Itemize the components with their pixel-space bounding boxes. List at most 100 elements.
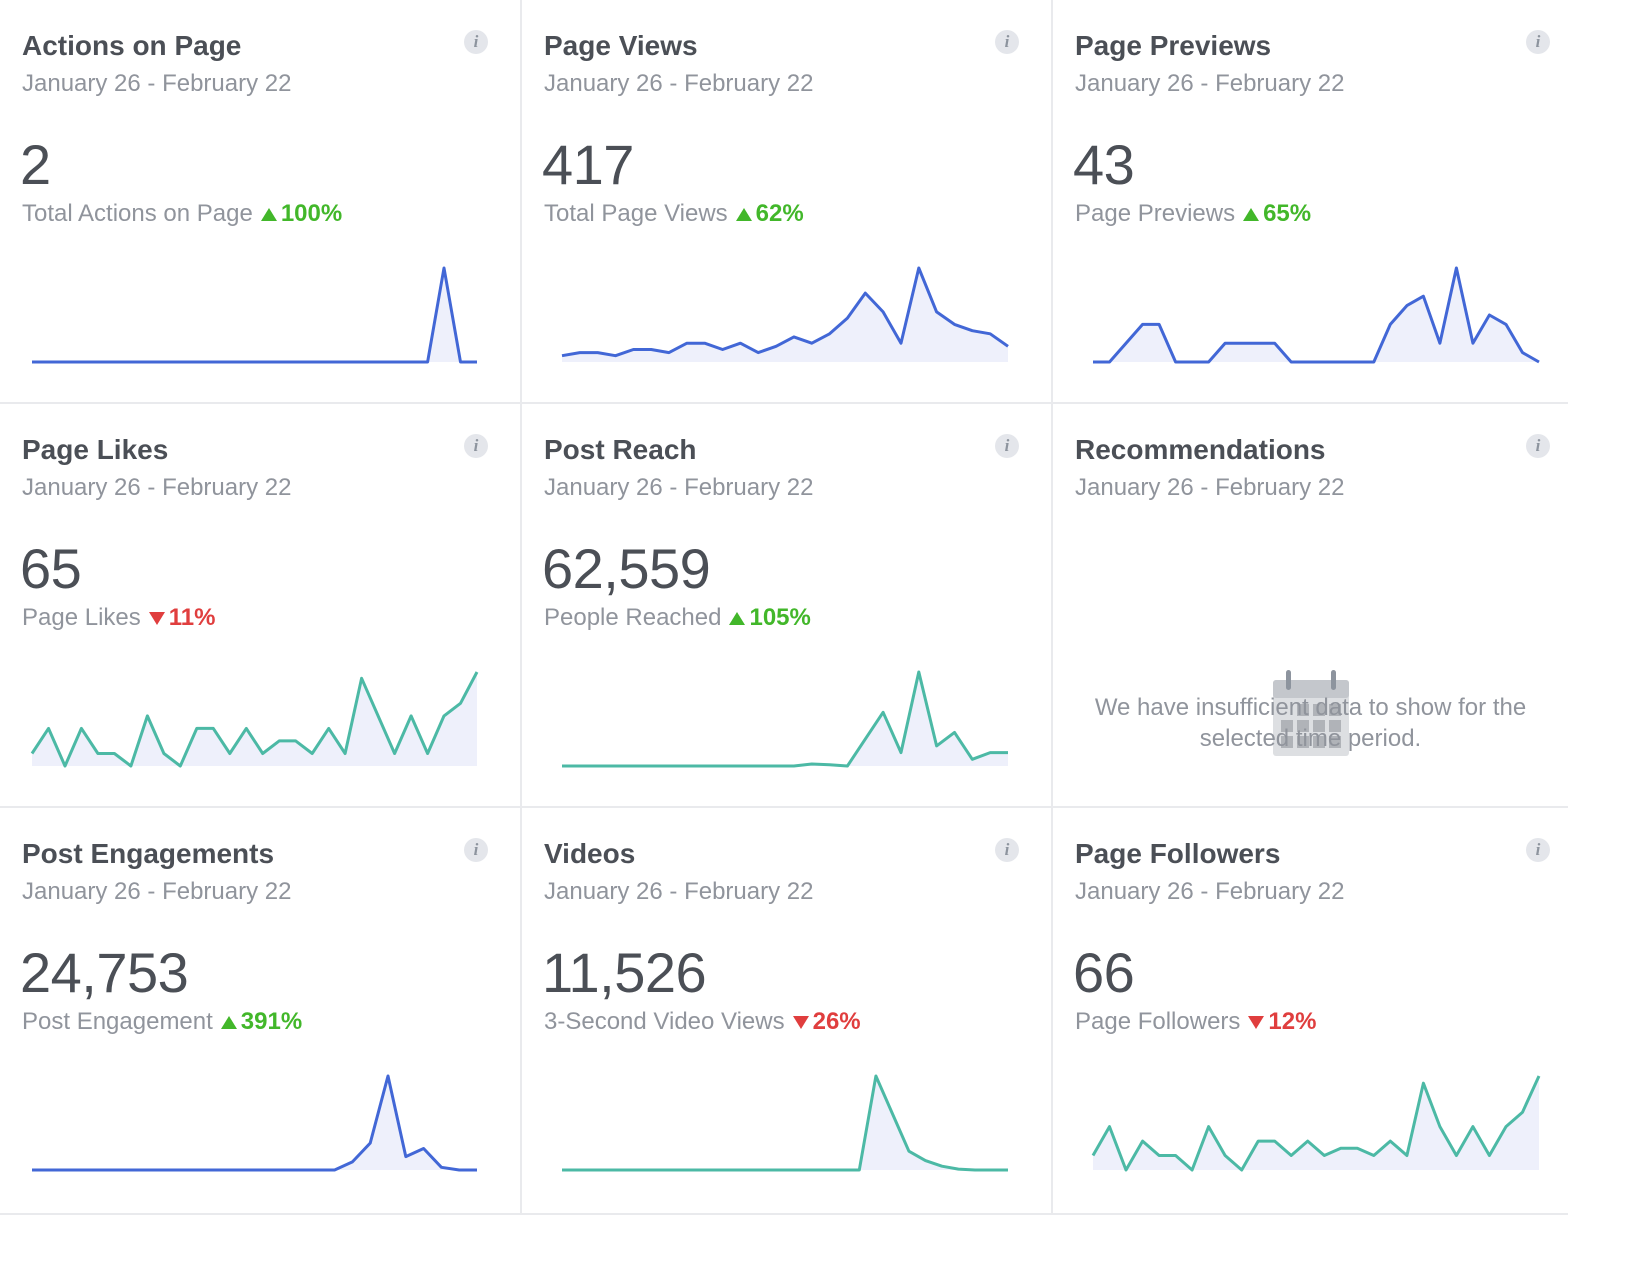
info-icon[interactable]: i [1526,434,1550,458]
sparkline-chart [32,1074,477,1172]
metric-card: Post Reach January 26 - February 22 i 62,55… [522,404,1051,806]
card-title: Post Engagements [22,838,275,869]
card-title: Page Previews [1075,30,1272,61]
metric-summary: Page Followers 12% [1075,1008,1316,1036]
metric-card: Recommendations January 26 - February 22 i… [1053,404,1568,806]
sparkline-area [32,672,477,766]
info-icon[interactable]: i [995,434,1019,458]
info-icon[interactable]: i [1526,30,1550,54]
metric-summary: Page Likes 11% [22,604,215,632]
sparkline-area [1093,1076,1539,1170]
metric-value: 2 [20,133,51,196]
trend-up-icon [729,611,746,625]
date-range: January 26 - February 22 [1075,474,1345,501]
date-range: January 26 - February 22 [1075,878,1345,905]
card-title: Page Likes [22,434,169,465]
metric-summary: Total Page Views 62% [544,200,804,228]
column-divider [520,0,522,1215]
date-range: January 26 - February 22 [1075,70,1345,97]
row-divider [0,1213,1568,1215]
trend-down-icon [1248,1015,1265,1029]
metric-label: People Reached [544,604,722,631]
metric-label: Page Likes [22,604,141,631]
trend-up-icon [1243,207,1260,221]
metric-label: Post Engagement [22,1008,213,1035]
percent-change: 391% [240,1008,303,1035]
info-icon[interactable]: i [464,434,488,458]
metric-summary: Page Previews 65% [1075,200,1311,228]
trend-up-icon [220,1015,237,1029]
trend-down-icon [148,611,165,625]
sparkline-chart [30,671,479,768]
metric-card: Page Likes January 26 - February 22 i 65 Pag… [0,404,520,806]
column-divider [1051,0,1053,1215]
trend-up-icon [735,207,752,221]
sparkline-chart [1093,266,1540,364]
percent-change: 11% [168,604,216,631]
trend-down-icon [792,1015,809,1029]
sparkline-chart [32,266,477,364]
trend-up-icon [260,207,277,221]
metric-summary: People Reached 105% [544,604,811,632]
date-range: January 26 - February 22 [544,70,814,97]
metric-label: Total Actions on Page [22,200,253,227]
date-range: January 26 - February 22 [22,70,292,97]
insights-grid: Actions on Page January 26 - February 22 i… [0,0,1568,1215]
metric-label: 3-Second Video Views [544,1008,785,1035]
sparkline-line [1091,1075,1541,1172]
metric-card: Post Engagements January 26 - February 22… [0,808,520,1213]
sparkline-chart [562,670,1008,768]
sparkline-chart [561,266,1009,362]
sparkline-area [562,672,1008,766]
metric-card: Page Followers January 26 - February 22 i 6… [1053,808,1568,1213]
sparkline-area [32,1076,477,1170]
metric-card: Page Previews January 26 - February 22 i 43… [1053,0,1568,402]
percent-change: 12% [1268,1008,1317,1035]
sparkline-line [30,671,479,768]
date-range: January 26 - February 22 [22,474,292,501]
card-title: Page Views [544,30,698,61]
metric-label: Total Page Views [544,200,728,227]
sparkline-line [562,1074,1008,1172]
no-data-illustration [1053,670,1568,763]
percent-change: 26% [812,1008,861,1035]
row-divider [0,402,1568,404]
metric-value: 62,559 [542,537,711,600]
card-title: Recommendations [1075,434,1326,465]
sparkline-chart [562,1074,1008,1172]
sparkline-line [561,266,1009,358]
metric-label: Page Previews [1075,200,1236,227]
sparkline-area [562,268,1008,362]
metric-summary: Post Engagement 391% [22,1008,302,1036]
metric-summary: Total Actions on Page 100% [22,200,342,228]
date-range: January 26 - February 22 [544,878,814,905]
metric-card: Videos January 26 - February 22 i 11,526 3-S… [522,808,1051,1213]
date-range: January 26 - February 22 [22,878,292,905]
metric-value: 24,753 [20,941,189,1004]
percent-change: 100% [280,200,343,227]
sparkline-line [32,266,477,364]
info-icon[interactable]: i [464,30,488,54]
metric-value: 11,526 [542,941,707,1004]
metric-label: Page Followers [1075,1008,1241,1035]
info-icon[interactable]: i [1526,838,1550,862]
card-title: Page Followers [1075,838,1281,869]
sparkline-area [1093,268,1539,362]
metric-summary: 3-Second Video Views 26% [544,1008,861,1036]
card-title: Actions on Page [22,30,242,61]
percent-change: 105% [749,604,811,631]
card-title: Videos [544,838,636,869]
metric-card: Page Views January 26 - February 22 i 417 To… [522,0,1051,402]
metric-value: 43 [1073,133,1135,196]
percent-change: 65% [1263,200,1312,227]
sparkline-line [1093,266,1540,364]
info-icon[interactable]: i [464,838,488,862]
info-icon[interactable]: i [995,838,1019,862]
calendar-icon [1272,670,1349,756]
metric-value: 417 [542,133,634,196]
info-icon[interactable]: i [995,30,1019,54]
sparkline-line [32,1074,477,1172]
percent-change: 62% [755,200,804,227]
sparkline-chart [1091,1075,1541,1172]
no-data-message: We have insufficient data to show for th… [1094,694,1527,752]
